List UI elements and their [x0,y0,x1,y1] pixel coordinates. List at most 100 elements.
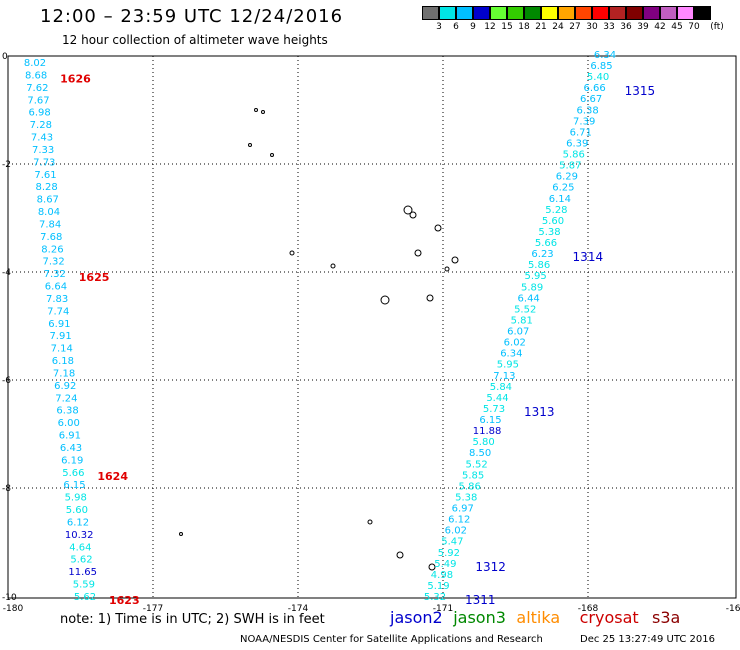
wave-height-value: 5.89 [521,282,543,293]
wave-height-value: 5.66 [535,238,557,249]
wave-height-value: 6.15 [63,480,85,491]
wave-height-value: 11.65 [68,567,97,578]
island-outline [330,263,336,269]
pass-time-label: 1624 [97,470,128,483]
wave-height-value: 7.24 [55,393,77,404]
y-tick-label: 0 [2,52,8,62]
wave-height-value: 5.62 [74,592,96,603]
wave-height-value: 6.00 [58,418,80,429]
page-title: 12:00 – 23:59 UTC 12/24/2016 [40,6,344,27]
color-scale-bar [422,6,711,20]
x-tick-label: -165 [726,604,740,614]
wave-height-value: 6.64 [45,282,67,293]
pass-time-label: 1623 [109,594,140,607]
island-outline [261,110,265,114]
color-scale-label: 24 [552,22,564,32]
wave-height-value: 7.33 [32,145,54,156]
island-outline [254,108,258,112]
wave-height-value: 5.95 [497,360,519,371]
wave-height-value: 5.38 [455,492,477,503]
wave-height-value: 6.91 [48,319,70,330]
satellite-legend-item: jason2 [390,608,443,627]
wave-height-value: 5.84 [490,382,512,393]
color-scale-cell [694,6,711,20]
right-altimeter-track: 6.346.855.406.666.676.387.396.716.395.86… [424,50,655,607]
y-tick-label: -4 [2,268,11,278]
wave-height-value: 8.26 [41,244,63,255]
x-tick-label: -180 [3,604,24,614]
wave-height-value: 7.67 [27,95,49,106]
island-outline [444,266,450,272]
pass-time-label: 1314 [573,250,604,264]
pass-time-label: 1311 [465,593,496,607]
wave-height-value: 6.34 [500,349,522,360]
color-scale-label: 70 [688,22,700,32]
wave-height-value: 6.67 [580,94,602,105]
wave-height-value: 6.43 [60,443,82,454]
wave-height-value: 7.73 [33,157,55,168]
wave-height-value: 5.52 [514,304,536,315]
wave-height-value: 7.39 [573,116,595,127]
color-scale-label: (ft) [710,22,724,32]
island-outline [434,224,442,232]
wave-height-value: 7.43 [31,133,53,144]
color-scale-label: 42 [654,22,666,32]
wave-height-value: 7.18 [53,368,75,379]
satellite-legend-item: cryosat [579,608,639,627]
wave-height-value: 5.28 [545,205,567,216]
x-tick-label: -174 [288,604,309,614]
wave-height-value: 7.68 [40,232,62,243]
wave-height-value: 6.92 [54,381,76,392]
wave-height-value: 8.68 [25,70,47,81]
color-scale-cell [473,6,490,20]
island-outline [414,249,422,257]
wave-height-value: 5.95 [524,271,546,282]
color-scale-label: 36 [620,22,632,32]
wave-height-value: 5.38 [538,227,560,238]
wave-height-value: 6.23 [531,249,553,260]
wave-height-value: 5.49 [434,559,456,570]
wave-height-value: 5.98 [65,493,87,504]
map-frame [7,55,737,599]
island-outlines [179,108,459,571]
y-tick-label: -2 [2,160,11,170]
wave-height-value: 6.97 [452,504,474,515]
wave-height-value: 5.92 [438,548,460,559]
wave-height-value: 8.28 [35,182,57,193]
page-subtitle: 12 hour collection of altimeter wave hei… [62,33,328,47]
wave-height-value: 6.38 [577,105,599,116]
wave-height-value: 6.91 [59,431,81,442]
island-outline [270,153,274,157]
pass-time-label: 1313 [524,405,555,419]
wave-height-value: 10.32 [65,530,94,541]
wave-height-value: 5.47 [441,537,463,548]
wave-height-value: 5.87 [559,161,581,172]
wave-height-value: 5.86 [563,150,585,161]
left-altimeter-track: 8.028.68 7.627.67 6.987.28 7.437.337.73 7.61… [24,58,140,607]
wave-height-value: 6.14 [549,194,571,205]
wave-height-value: 5.66 [62,468,84,479]
y-tick-label: -10 [2,593,17,603]
wave-height-value: 8.50 [469,448,491,459]
wave-height-value: 8.04 [38,207,60,218]
color-scale-cell [558,6,575,20]
wave-height-value: 5.40 [587,72,609,83]
color-scale-cell [490,6,507,20]
color-scale-label: 3 [436,22,442,32]
wave-height-value: 5.60 [66,505,88,516]
island-outline [289,250,295,256]
color-scale-label: 45 [671,22,683,32]
color-scale-label: 15 [501,22,513,32]
color-scale-cell [643,6,660,20]
color-scale-label: 6 [453,22,459,32]
wave-height-value: 5.80 [472,437,494,448]
wave-height-value: 5.86 [528,260,550,271]
wave-height-value: 6.02 [445,526,467,537]
wave-height-value: 5.52 [465,459,487,470]
satellite-legend-item: altika [516,608,561,627]
y-tick-label: -8 [2,484,11,494]
x-tick-label: -177 [143,604,163,614]
color-scale-label: 21 [535,22,547,32]
wave-height-value: 6.18 [52,356,74,367]
color-scale-cell [507,6,524,20]
